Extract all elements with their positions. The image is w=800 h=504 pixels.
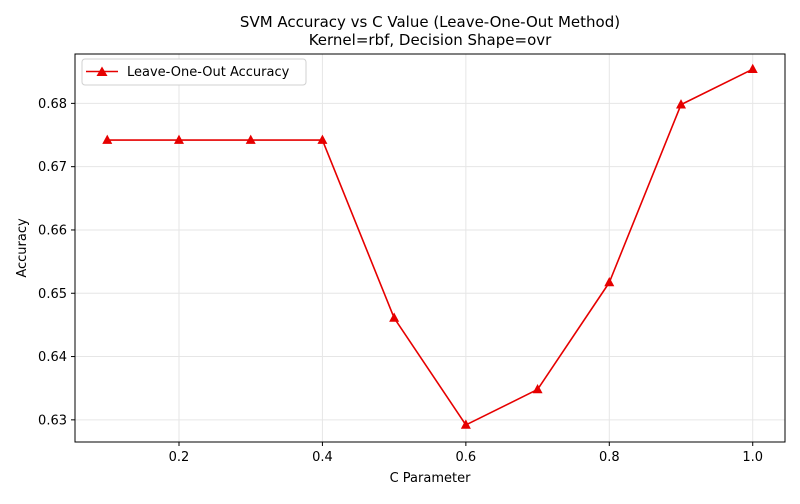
grid-lines bbox=[75, 54, 785, 442]
legend-label: Leave-One-Out Accuracy bbox=[127, 65, 290, 80]
y-tick-label: 0.67 bbox=[38, 160, 67, 175]
x-axis-ticks: 0.2 0.4 0.6 0.8 1.0 bbox=[169, 442, 763, 465]
x-tick-label: 0.2 bbox=[169, 450, 190, 465]
y-tick-label: 0.66 bbox=[38, 223, 67, 238]
data-point-marker bbox=[245, 134, 256, 144]
chart-title: SVM Accuracy vs C Value (Leave-One-Out M… bbox=[240, 13, 620, 31]
x-tick-label: 0.8 bbox=[599, 450, 620, 465]
x-tick-label: 0.6 bbox=[456, 450, 477, 465]
legend: Leave-One-Out Accuracy bbox=[81, 58, 307, 86]
y-tick-label: 0.65 bbox=[38, 287, 67, 302]
chart-subtitle: Kernel=rbf, Decision Shape=ovr bbox=[309, 31, 552, 49]
series-layer bbox=[102, 63, 758, 429]
x-tick-label: 1.0 bbox=[742, 450, 763, 465]
data-point-marker bbox=[317, 134, 328, 144]
data-point-marker bbox=[747, 63, 758, 73]
data-point-marker bbox=[102, 134, 113, 144]
data-point-marker bbox=[460, 419, 471, 429]
x-tick-label: 0.4 bbox=[312, 450, 333, 465]
data-point-marker bbox=[173, 134, 184, 144]
y-axis-ticks: 0.63 0.64 0.65 0.66 0.67 0.68 bbox=[38, 97, 75, 428]
y-tick-label: 0.64 bbox=[38, 350, 67, 365]
data-point-marker bbox=[676, 99, 687, 109]
legend-triangle-marker bbox=[96, 66, 108, 76]
series-line bbox=[107, 68, 754, 426]
y-axis-label: Accuracy bbox=[15, 218, 30, 278]
x-axis-label: C Parameter bbox=[390, 471, 471, 486]
data-point-marker bbox=[532, 383, 543, 394]
y-tick-label: 0.63 bbox=[38, 413, 67, 428]
data-point-marker bbox=[389, 312, 400, 322]
data-point-marker bbox=[604, 277, 615, 287]
plot-area-frame bbox=[74, 53, 786, 443]
y-tick-label: 0.68 bbox=[38, 97, 67, 112]
legend-box bbox=[81, 58, 307, 86]
